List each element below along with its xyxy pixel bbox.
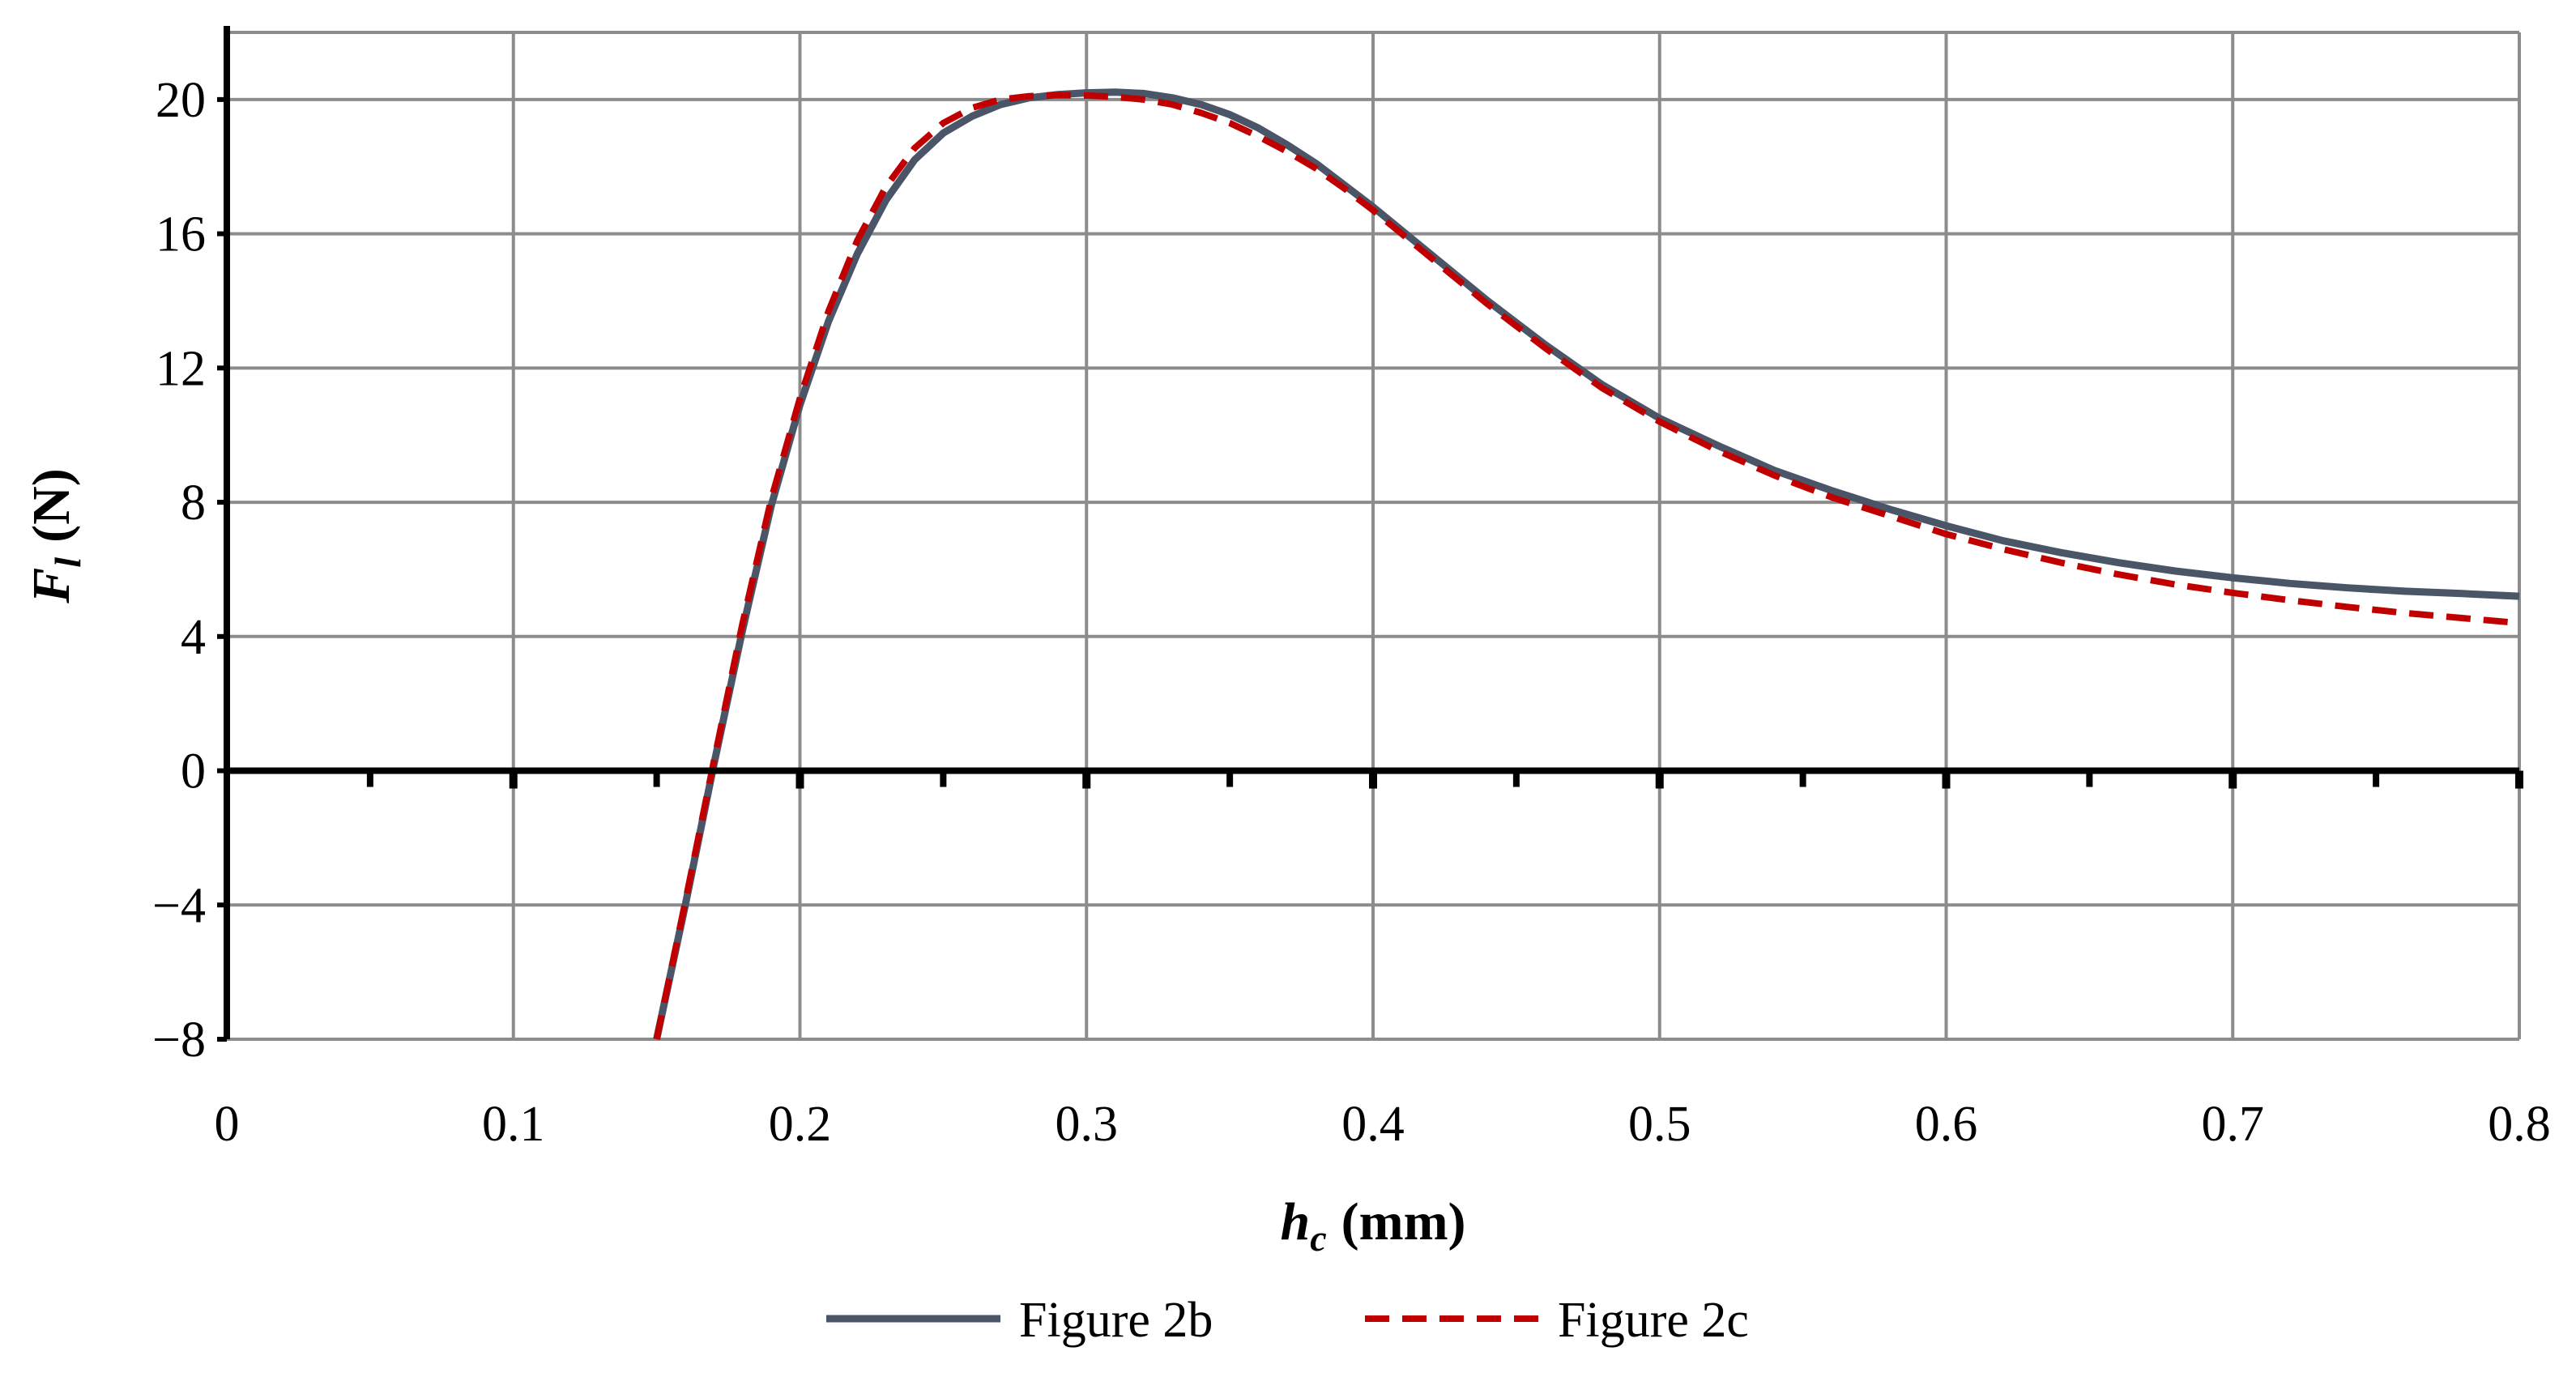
y-tick-label-7: 20 (156, 73, 206, 128)
y-tick-label-6: 16 (156, 207, 206, 262)
x-axis-title: hc (mm) (1280, 1192, 1465, 1259)
x-tick-label-4: 0.4 (1341, 1097, 1405, 1152)
tick-labels: −8 −4 0 4 8 12 16 20 0 0.1 0.2 0.3 0.4 0.5 0.6 0.7 0.8 (152, 73, 2551, 1152)
x-tick-label-1: 0.1 (482, 1097, 545, 1152)
legend-label-figure-2c: Figure 2c (1558, 1293, 1749, 1348)
series-line-figure-2c (653, 92, 2520, 1040)
legend: Figure 2b Figure 2c (826, 1293, 1749, 1348)
x-axis-title-main: h (1280, 1192, 1310, 1251)
y-axis-title-main: F (22, 568, 81, 604)
x-tick-label-8: 0.8 (2488, 1097, 2551, 1152)
y-tick-label-1: −4 (152, 878, 206, 933)
y-tick-label-5: 12 (156, 341, 206, 396)
x-axis-title-unit: (mm) (1341, 1192, 1466, 1251)
x-tick-label-0: 0 (215, 1097, 240, 1152)
gridlines (227, 31, 2521, 1041)
axes (217, 26, 2523, 1042)
y-tick-label-4: 8 (181, 475, 206, 531)
series-line-figure-2b (653, 88, 2520, 1040)
x-axis-title-sub: c (1310, 1217, 1326, 1259)
x-tick-label-7: 0.7 (2202, 1097, 2265, 1152)
y-axis-title: Fl (N) (22, 468, 88, 603)
y-tick-label-3: 4 (181, 610, 206, 665)
y-axis-title-unit: (N) (22, 468, 81, 543)
y-tick-label-2: 0 (181, 744, 206, 799)
y-tick-label-0: −8 (152, 1013, 206, 1068)
series-lines (653, 88, 2520, 1040)
x-tick-label-3: 0.3 (1056, 1097, 1119, 1152)
x-tick-label-2: 0.2 (769, 1097, 832, 1152)
legend-label-figure-2b: Figure 2b (1019, 1293, 1213, 1348)
y-axis-title-sub: l (47, 557, 88, 568)
x-tick-label-6: 0.6 (1915, 1097, 1978, 1152)
x-tick-label-5: 0.5 (1628, 1097, 1691, 1152)
